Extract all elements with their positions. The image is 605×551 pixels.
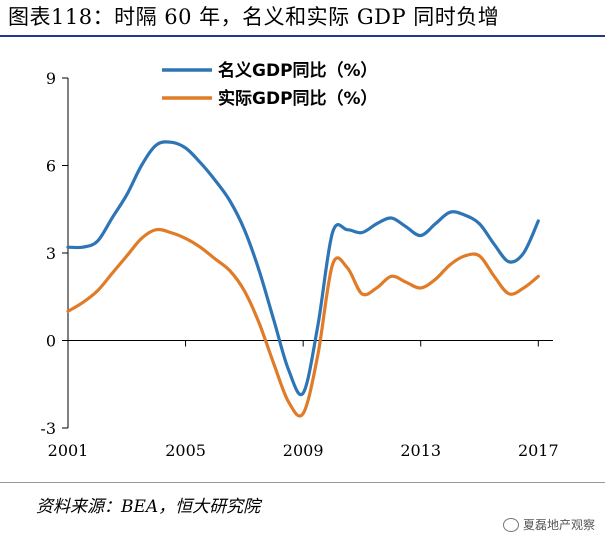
y-tick-label: 3 (46, 244, 56, 263)
legend-label-nominal: 名义GDP同比（%） (218, 60, 378, 81)
x-tick-label: 2017 (518, 441, 559, 460)
watermark-text: 夏磊地产观察 (522, 518, 595, 532)
x-tick-label: 2009 (283, 441, 324, 460)
x-tick-label: 2001 (48, 441, 89, 460)
wechat-icon (502, 517, 519, 532)
line-chart: -3 0 3 6 9 2001 2005 2009 2013 2017 名义GDP同比（%） 实际G… (40, 60, 558, 460)
axes: -3 0 3 6 9 2001 2005 2009 2013 2017 (40, 69, 558, 460)
series-line-real (66, 227, 540, 418)
watermark: 夏磊地产观察 (502, 516, 595, 533)
chart-title: 图表118：时隔 60 年，名义和实际 GDP 同时负增 (0, 0, 605, 34)
source-note: 资料来源：BEA，恒大研究院 (36, 497, 261, 517)
legend-label-real: 实际GDP同比（%） (218, 88, 378, 109)
title-rule (0, 35, 605, 37)
legend: 名义GDP同比（%） 实际GDP同比（%） (162, 60, 378, 109)
source-rule (0, 482, 605, 483)
y-tick-label: 0 (46, 332, 56, 351)
series-layer (66, 140, 540, 418)
x-tick-label: 2013 (400, 441, 441, 460)
series-line-nominal (66, 140, 540, 397)
y-tick-label: -3 (40, 419, 56, 438)
y-tick-label: 6 (46, 157, 56, 176)
x-tick-label: 2005 (165, 441, 206, 460)
y-tick-label: 9 (46, 69, 56, 88)
